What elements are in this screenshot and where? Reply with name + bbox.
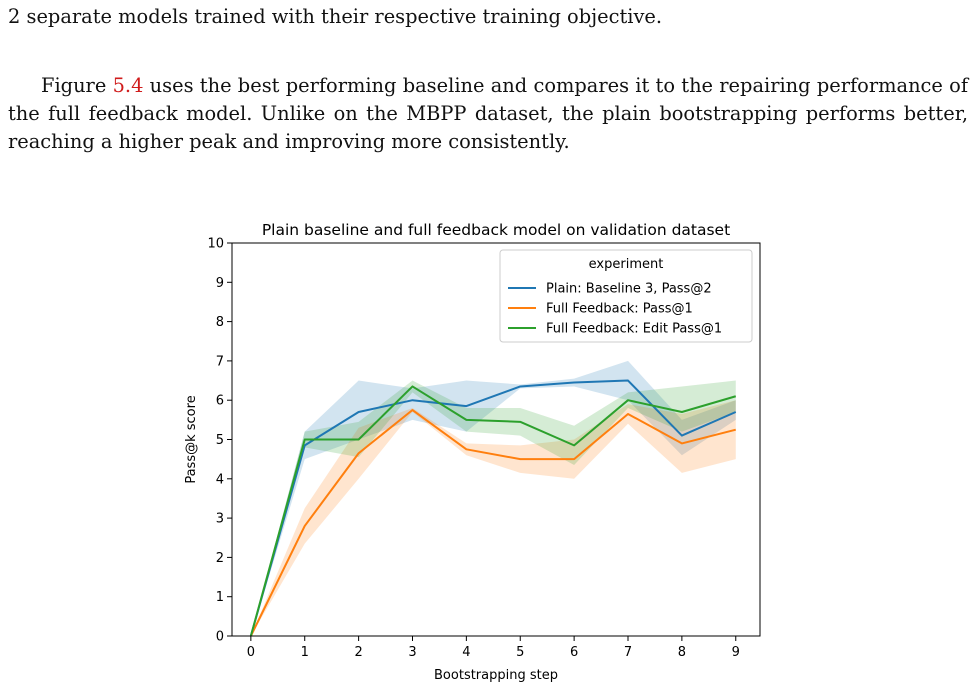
y-tick-label: 6 bbox=[216, 394, 224, 409]
x-tick-label: 5 bbox=[516, 645, 524, 660]
x-tick-label: 6 bbox=[570, 645, 578, 660]
paragraph-start: Figure bbox=[41, 74, 113, 97]
legend-label-2: Full Feedback: Pass@1 bbox=[546, 302, 693, 317]
y-axis-label: Pass@k score bbox=[184, 395, 199, 483]
legend-label-3: Full Feedback: Edit Pass@1 bbox=[546, 322, 722, 337]
series-line-2 bbox=[249, 409, 737, 637]
legend-label-1: Plain: Baseline 3, Pass@2 bbox=[546, 282, 712, 297]
x-tick-label: 1 bbox=[301, 645, 309, 660]
x-tick-label: 2 bbox=[354, 645, 362, 660]
confidence-band-2 bbox=[250, 400, 736, 636]
x-tick-label: 3 bbox=[408, 645, 416, 660]
body-paragraph: Figure 5.4 uses the best performing base… bbox=[8, 72, 968, 156]
y-tick-label: 9 bbox=[216, 276, 224, 291]
figure-reference-link[interactable]: 5.4 bbox=[112, 74, 144, 97]
y-tick-label: 8 bbox=[216, 315, 224, 330]
x-tick-label: 0 bbox=[247, 645, 255, 660]
y-tick-label: 3 bbox=[216, 512, 224, 527]
confidence-band-1 bbox=[250, 360, 736, 636]
x-axis-label: Bootstrapping step bbox=[434, 668, 558, 683]
paragraph-rest: uses the best performing baseline and co… bbox=[8, 74, 968, 153]
y-tick-label: 10 bbox=[207, 237, 224, 252]
x-tick-label: 7 bbox=[624, 645, 632, 660]
x-tick-label: 8 bbox=[678, 645, 686, 660]
y-tick-label: 2 bbox=[216, 551, 224, 566]
chart-title: Plain baseline and full feedback model o… bbox=[262, 221, 730, 239]
series-line-3 bbox=[249, 385, 737, 637]
y-tick-label: 4 bbox=[216, 472, 224, 487]
body-text-line: 2 separate models trained with their res… bbox=[8, 5, 663, 28]
y-tick-label: 0 bbox=[216, 630, 224, 645]
x-tick-label: 9 bbox=[732, 645, 740, 660]
x-tick-label: 4 bbox=[462, 645, 470, 660]
y-tick-label: 5 bbox=[216, 433, 224, 448]
y-tick-label: 1 bbox=[216, 590, 224, 605]
legend-box bbox=[499, 249, 753, 343]
confidence-band-3 bbox=[250, 380, 736, 636]
legend-title: experiment bbox=[589, 257, 664, 272]
series-line-1 bbox=[249, 379, 737, 637]
y-tick-label: 7 bbox=[216, 354, 224, 369]
